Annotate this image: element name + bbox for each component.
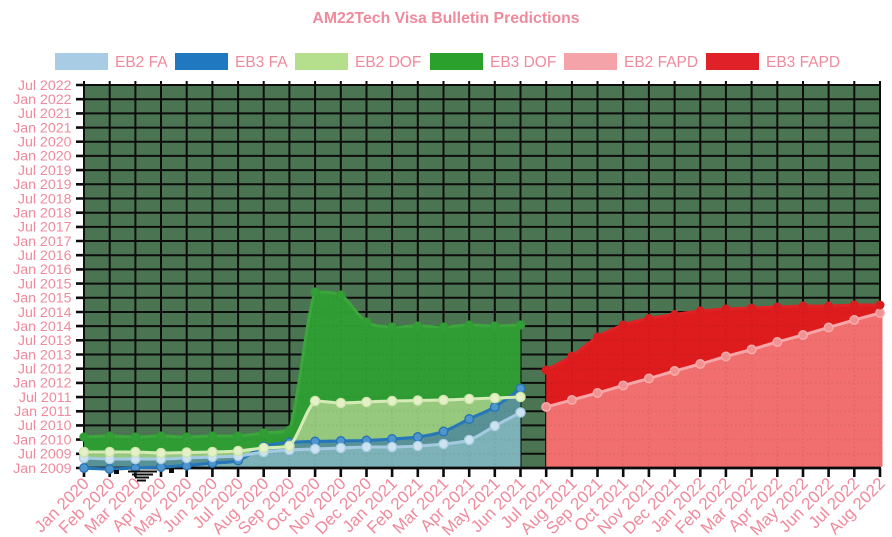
svg-text:Jul 2020: Jul 2020 — [18, 135, 72, 151]
svg-text:Jul 2022: Jul 2022 — [18, 78, 72, 94]
svg-text:Jan 2014: Jan 2014 — [13, 319, 71, 335]
svg-text:Jul 2016: Jul 2016 — [18, 248, 72, 264]
svg-text:Jul 2019: Jul 2019 — [18, 163, 72, 179]
svg-text:Jul 2017: Jul 2017 — [18, 220, 72, 236]
svg-text:Jul 2010: Jul 2010 — [18, 418, 72, 434]
svg-text:Jan 2021: Jan 2021 — [13, 120, 71, 136]
svg-text:Jul 2021: Jul 2021 — [18, 106, 72, 122]
svg-text:Jan 2020: Jan 2020 — [13, 149, 71, 165]
svg-text:Jan 2018: Jan 2018 — [13, 206, 71, 222]
svg-text:Jan 2019: Jan 2019 — [13, 177, 71, 193]
svg-text:EB2 FAPD: EB2 FAPD — [624, 54, 698, 71]
svg-text:Jan 2013: Jan 2013 — [13, 347, 71, 363]
svg-text:Jan 2017: Jan 2017 — [13, 234, 71, 250]
svg-text:Jan 2022: Jan 2022 — [13, 92, 71, 108]
svg-text:EB2 FA: EB2 FA — [115, 54, 168, 71]
svg-text:Jul 2011: Jul 2011 — [19, 390, 72, 406]
svg-text:Jan 2016: Jan 2016 — [13, 262, 71, 278]
svg-text:EB3 DOF: EB3 DOF — [490, 54, 556, 71]
svg-text:AM22Tech Visa Bulletin Predict: AM22Tech Visa Bulletin Predictions — [312, 10, 579, 27]
svg-text:Jul 2015: Jul 2015 — [18, 276, 72, 292]
svg-text:Jul 2014: Jul 2014 — [18, 305, 72, 321]
svg-text:Jul 2009: Jul 2009 — [18, 447, 72, 463]
svg-text:Jan 2015: Jan 2015 — [13, 291, 71, 307]
svg-text:EB3 FA: EB3 FA — [235, 54, 288, 71]
svg-text:Jan 2012: Jan 2012 — [13, 376, 71, 392]
svg-text:Jan 2010: Jan 2010 — [13, 432, 71, 448]
svg-text:EB2 DOF: EB2 DOF — [355, 54, 421, 71]
svg-text:Jan 2009: Jan 2009 — [13, 461, 71, 477]
svg-text:Jul 2012: Jul 2012 — [18, 362, 72, 378]
svg-text:Jan 2011: Jan 2011 — [14, 404, 71, 420]
svg-text:EB3 FAPD: EB3 FAPD — [766, 54, 840, 71]
svg-text:Jul 2013: Jul 2013 — [18, 333, 72, 349]
svg-text:Jul 2018: Jul 2018 — [18, 191, 72, 207]
